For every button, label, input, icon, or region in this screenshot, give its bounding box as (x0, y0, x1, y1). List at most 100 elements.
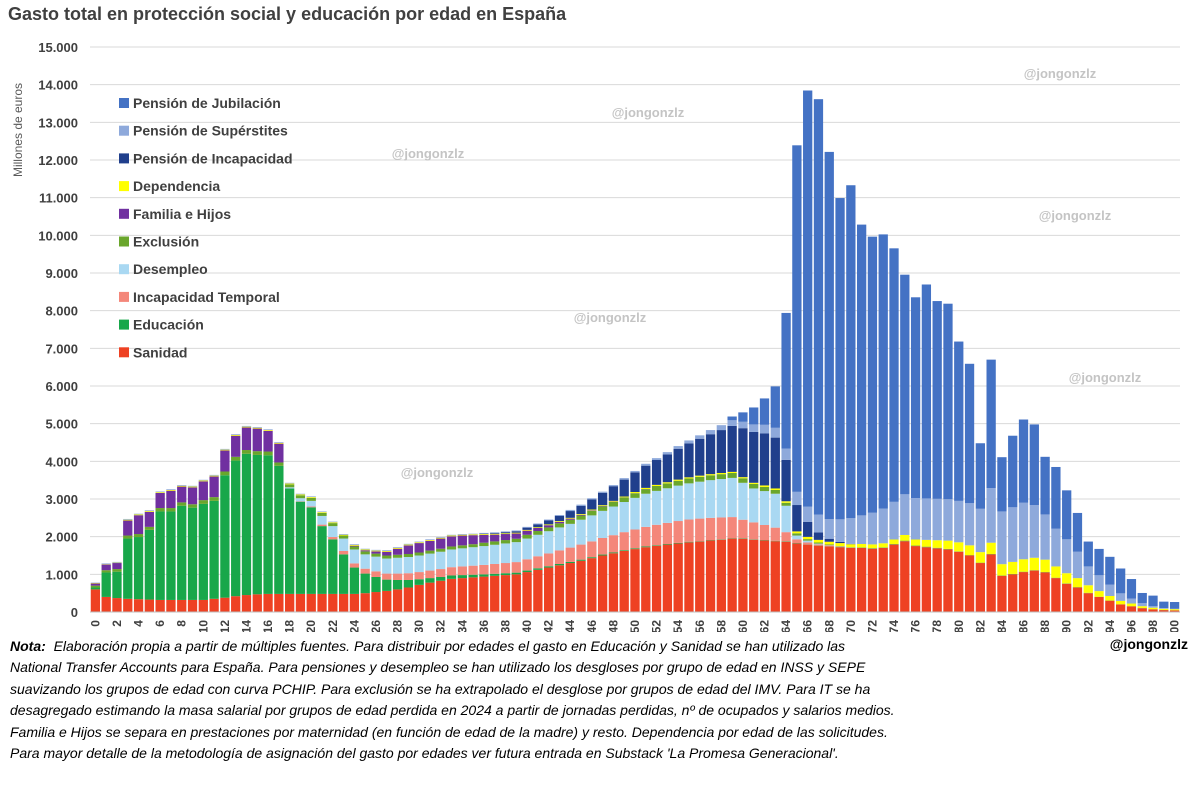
bar-segment (630, 493, 640, 498)
bar-segment (921, 284, 932, 499)
bar-segment (522, 526, 532, 528)
bar-segment (500, 540, 511, 544)
bar-segment (651, 545, 662, 612)
bar-segment (727, 416, 737, 421)
bar-segment (770, 493, 780, 528)
bar-segment (813, 542, 824, 544)
bar-segment (813, 514, 824, 533)
bar-segment (554, 515, 565, 522)
bar-segment (597, 506, 608, 511)
bar-segment (490, 563, 500, 574)
bar-segment (198, 599, 208, 612)
bar-segment (1072, 512, 1083, 552)
y-tick-label: 11.000 (39, 191, 78, 206)
legend-swatch (119, 236, 129, 247)
bar-segment (414, 542, 424, 544)
bar-segment (414, 541, 424, 543)
bar-segment (479, 574, 489, 577)
bar-segment (490, 533, 500, 534)
bar-segment (349, 563, 360, 568)
bar-segment (392, 589, 403, 612)
bar-segment (425, 570, 435, 579)
bar-segment (252, 428, 262, 452)
bar-segment (803, 540, 813, 543)
bar-segment (479, 542, 489, 547)
bar-segment (738, 482, 748, 520)
bar-segment (360, 550, 370, 552)
bar-segment (490, 541, 500, 545)
x-tick-label: 70 (844, 620, 858, 632)
bar-segment (587, 510, 597, 516)
bar-segment (123, 519, 133, 521)
bar-segment (792, 491, 802, 506)
bar-segment (867, 236, 878, 513)
bar-segment (187, 504, 198, 508)
bar-segment (144, 510, 154, 512)
bar-segment (112, 569, 122, 572)
bar-segment (209, 497, 219, 501)
bar-segment (619, 502, 629, 533)
bar-segment (662, 454, 673, 483)
bar-segment (187, 485, 198, 487)
bar-segment (263, 451, 273, 456)
y-tick-label: 14.000 (38, 78, 78, 93)
bar-segment (716, 517, 726, 540)
bar-segment (673, 480, 683, 486)
y-tick-label: 3.000 (45, 492, 78, 507)
bar-segment (651, 486, 662, 491)
x-tick-label: 82 (973, 620, 987, 632)
note-line-4: desagregado estimando la masa salarial p… (10, 702, 895, 719)
watermarks: @jongonzlz @jongonzlz @jongonzlz @jongonzlz… (392, 66, 1142, 480)
bar-segment (1094, 548, 1104, 576)
bar-segment (306, 500, 316, 507)
bar-segment (576, 504, 586, 506)
bar-segment (608, 552, 619, 554)
bar-segment (619, 497, 629, 503)
bar-segment (889, 501, 899, 540)
bar-segment (187, 487, 198, 505)
bar-segment (414, 572, 424, 580)
bar-segment (716, 479, 726, 518)
bar-segment (522, 570, 532, 573)
watermark: @jongonzlz (612, 105, 685, 120)
bar-segment (112, 598, 122, 612)
bar-segment (544, 525, 554, 528)
bar-segment (166, 511, 176, 600)
bar-segment (457, 545, 467, 549)
bar-segment (716, 473, 726, 475)
bar-segment (608, 553, 619, 612)
bar-segment (198, 500, 208, 504)
methodology-note: Nota: Elaboración propia a partir de múl… (10, 636, 1010, 764)
bar-segment (781, 312, 791, 449)
bar-segment (349, 544, 360, 545)
bar-segment (608, 506, 619, 536)
bar-segment (986, 554, 996, 612)
bar-segment (749, 407, 759, 425)
x-tick-label: 84 (995, 620, 1009, 632)
bar-segment (263, 593, 273, 612)
bar-segment (921, 498, 932, 540)
bar-segment (349, 593, 360, 612)
stacked-bar-chart: @jongonzlz @jongonzlz @jongonzlz @jongonzlz… (11, 40, 1182, 632)
bar-segment (1018, 559, 1029, 572)
bar-segment (479, 564, 489, 575)
x-tick-label: 36 (477, 620, 491, 632)
bars (90, 90, 1180, 612)
y-tick-label: 1.000 (45, 567, 78, 582)
bar-segment (468, 577, 478, 612)
bar-segment (1159, 608, 1169, 609)
bar-segment (684, 519, 694, 542)
bar-segment (403, 543, 414, 545)
bar-segment (468, 565, 478, 575)
bar-segment (684, 542, 694, 612)
bar-segment (500, 531, 511, 533)
bar-segment (166, 599, 176, 612)
bar-segment (371, 592, 381, 612)
bar-segment (1051, 578, 1061, 612)
x-tick-label: 72 (865, 620, 879, 632)
bar-segment (349, 567, 360, 594)
bar-segment (436, 537, 446, 538)
bar-segment (608, 500, 619, 502)
bar-segment (90, 583, 101, 586)
bar-segment (252, 594, 262, 612)
